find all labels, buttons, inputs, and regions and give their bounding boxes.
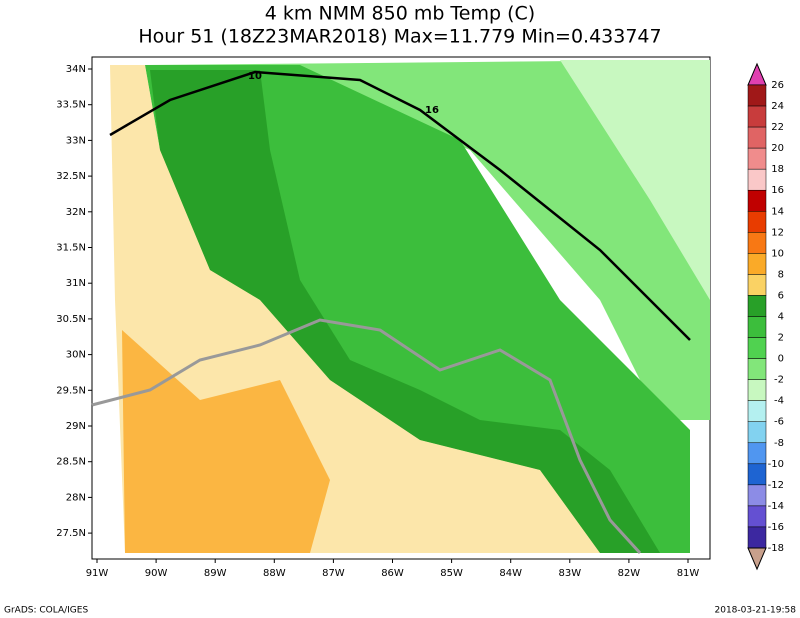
colorbar-box bbox=[747, 274, 767, 296]
lat-label: 28.5N bbox=[56, 457, 86, 468]
colorbar-label: 2 bbox=[778, 333, 784, 344]
lat-label: 32N bbox=[66, 207, 86, 218]
colorbar-label: -16 bbox=[768, 522, 784, 533]
colorbar-label: -10 bbox=[768, 459, 784, 470]
lat-label: 29.5N bbox=[56, 385, 86, 396]
colorbar-box bbox=[747, 105, 767, 128]
colorbar: 26242220181614121086420-2-4-6-8-10-12-14… bbox=[747, 62, 784, 571]
colorbar-box bbox=[747, 232, 767, 254]
lat-label: 30.5N bbox=[56, 314, 86, 325]
lon-label: 86W bbox=[381, 568, 404, 579]
lat-label: 33.5N bbox=[56, 100, 86, 111]
lon-label: 82W bbox=[618, 568, 641, 579]
colorbar-label: 14 bbox=[771, 206, 784, 217]
colorbar-arrow bbox=[747, 62, 767, 86]
colorbar-box bbox=[747, 358, 767, 380]
colorbar-box bbox=[747, 126, 767, 149]
lon-label: 90W bbox=[145, 568, 168, 579]
colorbar-label: 8 bbox=[778, 269, 784, 280]
field-light-green bbox=[145, 60, 710, 420]
road-label: 10 bbox=[248, 71, 262, 82]
colorbar-label: 4 bbox=[778, 312, 784, 323]
colorbar-box bbox=[747, 526, 767, 549]
colorbar-label: -12 bbox=[768, 480, 784, 491]
colorbar-label: 22 bbox=[771, 122, 784, 133]
title-line-1: 4 km NMM 850 mb Temp (C) bbox=[265, 3, 535, 25]
lat-label: 33N bbox=[66, 135, 86, 146]
colorbar-box bbox=[747, 295, 767, 317]
colorbar-box bbox=[747, 463, 767, 486]
lon-label: 81W bbox=[677, 568, 700, 579]
colorbar-box bbox=[747, 337, 767, 359]
colorbar-label: -4 bbox=[774, 396, 784, 407]
colorbar-label: 12 bbox=[771, 227, 784, 238]
colorbar-box bbox=[747, 421, 767, 444]
footer-right: 2018-03-21-19:58 bbox=[715, 606, 797, 616]
lat-label: 32.5N bbox=[56, 171, 86, 182]
lat-label: 34N bbox=[66, 64, 86, 75]
colorbar-label: -6 bbox=[774, 417, 784, 428]
field-pale-green bbox=[560, 60, 710, 300]
lon-label: 87W bbox=[322, 568, 345, 579]
colorbar-label: 16 bbox=[771, 185, 784, 196]
lon-label: 88W bbox=[263, 568, 286, 579]
colorbar-label: 20 bbox=[771, 143, 784, 154]
lat-label: 30N bbox=[66, 350, 86, 361]
lon-label: 91W bbox=[86, 568, 109, 579]
colorbar-box bbox=[747, 253, 767, 275]
colorbar-label: 0 bbox=[778, 354, 784, 365]
lat-label: 29N bbox=[66, 421, 86, 432]
colorbar-box bbox=[747, 442, 767, 465]
lat-label: 27.5N bbox=[56, 528, 86, 539]
colorbar-label: 6 bbox=[778, 290, 784, 301]
colorbar-label: 24 bbox=[771, 101, 784, 112]
colorbar-label: -8 bbox=[774, 438, 784, 449]
highway bbox=[109, 70, 691, 341]
lon-label: 89W bbox=[204, 568, 227, 579]
title-line-2: Hour 51 (18Z23MAR2018) Max=11.779 Min=0.… bbox=[138, 26, 661, 48]
footer-left: GrADS: COLA/IGES bbox=[4, 606, 88, 616]
colorbar-box bbox=[747, 168, 767, 191]
lon-label: 83W bbox=[558, 568, 581, 579]
colorbar-box bbox=[747, 379, 767, 401]
lat-label: 31N bbox=[66, 278, 86, 289]
road-label: 16 bbox=[425, 105, 439, 116]
colorbar-label: -18 bbox=[768, 543, 784, 554]
colorbar-box bbox=[747, 147, 767, 170]
latitude-labels: 34N 33.5N 33N 32.5N 32N 31.5N 31N 30.5N 30N 29.5N… bbox=[56, 64, 92, 539]
colorbar-label: -2 bbox=[774, 375, 784, 386]
colorbar-box bbox=[747, 400, 767, 422]
colorbar-box bbox=[747, 484, 767, 507]
colorbar-label: 18 bbox=[771, 164, 784, 175]
colorbar-label: 26 bbox=[771, 80, 784, 91]
lat-label: 28N bbox=[66, 492, 86, 503]
lon-label: 85W bbox=[440, 568, 463, 579]
lat-label: 31.5N bbox=[56, 243, 86, 254]
colorbar-label: 10 bbox=[771, 248, 784, 259]
colorbar-box bbox=[747, 189, 767, 212]
field-orange bbox=[122, 330, 330, 553]
coastline bbox=[91, 318, 642, 555]
field-dark-green bbox=[150, 70, 660, 553]
colorbar-box bbox=[747, 316, 767, 338]
colorbar-arrow bbox=[747, 547, 767, 571]
lon-label: 84W bbox=[499, 568, 522, 579]
longitude-labels: 91W 90W 89W 88W 87W 86W 85W 84W 83W 82W 81W bbox=[86, 559, 700, 579]
colorbar-box bbox=[747, 211, 767, 233]
colorbar-box bbox=[747, 84, 767, 107]
colorbar-label: -14 bbox=[768, 501, 784, 512]
colorbar-box bbox=[747, 505, 767, 528]
map-field: 10 16 bbox=[91, 56, 711, 560]
